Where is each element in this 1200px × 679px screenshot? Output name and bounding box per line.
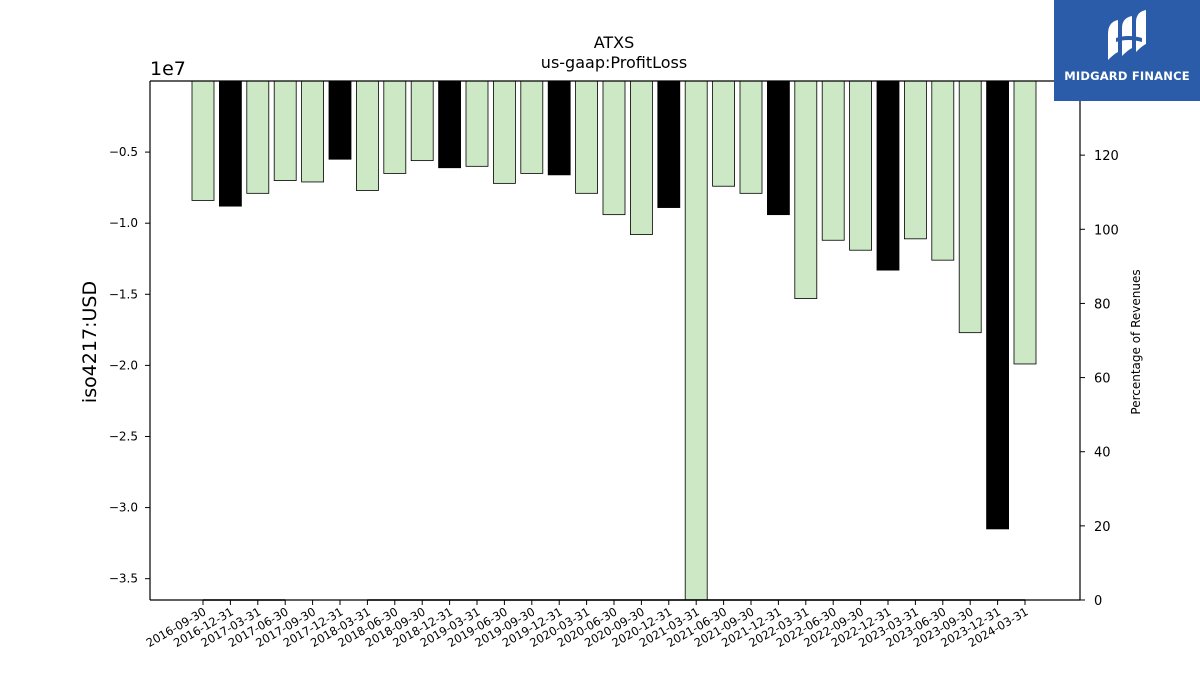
- bar-2020-12-31: [657, 80, 681, 208]
- bar-2018-03-31: [355, 80, 379, 191]
- bar-2021-03-31: [684, 80, 708, 601]
- bar-2019-12-31: [547, 80, 571, 176]
- y2-axis-label: Percentage of Revenues: [1129, 269, 1143, 414]
- y-axis-label: iso4217:USD: [79, 281, 101, 403]
- chart-title: ATXS: [594, 33, 635, 52]
- bar-2022-12-31: [876, 80, 900, 271]
- bar-2017-06-30: [273, 80, 297, 181]
- y-tick-label: −2.0: [109, 358, 138, 372]
- bar-2016-12-31: [218, 80, 242, 207]
- bar-2021-06-30: [712, 80, 735, 187]
- bar-2017-03-31: [246, 80, 270, 194]
- bar-2016-09-30: [191, 80, 215, 201]
- bar-2022-06-30: [821, 80, 845, 241]
- bar-2018-09-30: [410, 80, 434, 162]
- bar-2017-12-31: [328, 80, 352, 160]
- chart-subtitle: us-gaap:ProfitLoss: [541, 53, 687, 72]
- brand-name: MIDGARD FINANCE: [1064, 69, 1190, 83]
- bars-group: [191, 80, 1037, 601]
- bar-2021-12-31: [767, 80, 790, 216]
- y2-tick-label: 100: [1094, 223, 1119, 238]
- y-tick-label: −3.5: [109, 572, 138, 586]
- y2-tick-label: 80: [1094, 297, 1111, 312]
- bar-2023-03-31: [904, 80, 927, 240]
- bar-2020-03-31: [575, 80, 598, 194]
- bar-2018-12-31: [438, 80, 462, 169]
- bar-2024-03-31: [1013, 80, 1037, 365]
- bar-2019-06-30: [492, 80, 516, 184]
- y2-tick-label: 120: [1094, 149, 1119, 164]
- y-tick-label: −3.0: [109, 501, 138, 515]
- bar-2020-09-30: [630, 80, 653, 235]
- y2-tick-label: 40: [1094, 446, 1111, 461]
- bar-2023-09-30: [958, 80, 982, 334]
- y-axis-multiplier: 1e7: [150, 58, 186, 80]
- bar-2019-09-30: [520, 80, 544, 174]
- bar-2022-09-30: [849, 80, 872, 251]
- y2-tick-label: 20: [1094, 520, 1111, 535]
- bar-2021-09-30: [739, 80, 763, 194]
- bar-2023-12-31: [986, 80, 1009, 530]
- bar-2018-06-30: [383, 80, 407, 174]
- bar-2020-06-30: [602, 80, 626, 216]
- y-tick-label: −1.0: [109, 216, 138, 230]
- bar-2019-03-31: [465, 80, 489, 167]
- y-tick-label: −2.5: [109, 429, 138, 443]
- y-tick-label: −0.5: [109, 145, 138, 159]
- bar-2023-06-30: [931, 80, 955, 261]
- brand-logo: MIDGARD FINANCE: [1054, 0, 1200, 101]
- y2-tick-label: 60: [1094, 372, 1111, 387]
- y-tick-label: −1.5: [109, 287, 138, 301]
- bar-2022-03-31: [794, 80, 818, 299]
- midgard-logo-icon: [1108, 10, 1146, 60]
- y2-tick-label: 0: [1094, 594, 1102, 609]
- bar-2017-09-30: [301, 80, 325, 183]
